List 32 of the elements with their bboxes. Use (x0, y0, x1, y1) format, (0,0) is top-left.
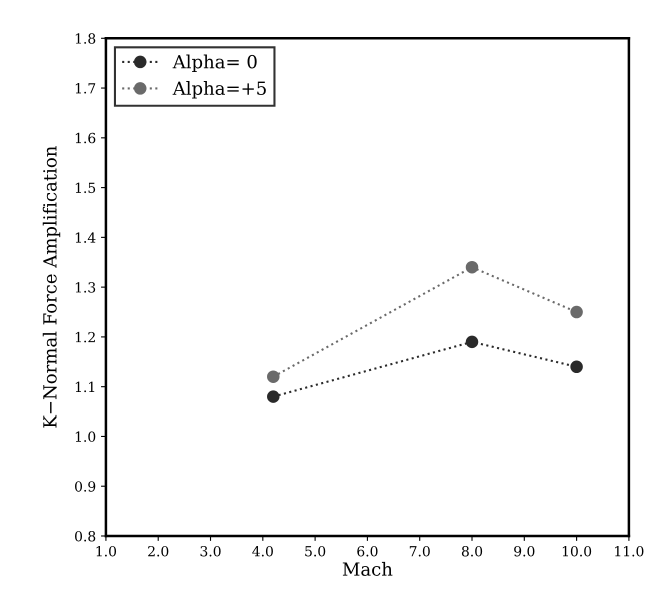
legend-label: Alpha=+5 (172, 81, 266, 99)
x-tick-label: 1.0 (96, 546, 116, 556)
y-tick-label: 1.6 (76, 132, 96, 144)
x-tick-label: 9.0 (514, 546, 534, 556)
y-tick-label: 0.8 (75, 530, 96, 542)
x-tick-label: 6.0 (357, 546, 378, 556)
x-axis-title: Mach (342, 562, 392, 576)
y-axis-title: K−Normal Force Amplification (42, 146, 60, 428)
y-tick-label: 1.4 (76, 232, 96, 243)
y-tick-label: 1.1 (76, 382, 94, 392)
point (267, 390, 280, 403)
point (466, 260, 478, 274)
legend-label: Alpha= 0 (172, 54, 257, 72)
x-tick-label: 5.0 (305, 546, 326, 556)
x-tick-label: 10.0 (562, 546, 592, 556)
point (267, 370, 280, 383)
x-tick-label: 4.0 (252, 546, 273, 556)
x-tick-label: 2.0 (148, 546, 168, 556)
x-tick-label: 11.0 (615, 546, 644, 556)
x-tick-label: 7.0 (410, 546, 430, 556)
y-tick-label: 1.5 (76, 182, 96, 194)
y-tick-label: 1.3 (76, 282, 96, 293)
point (570, 360, 583, 374)
x-tick-label: 8.0 (462, 546, 482, 556)
x-tick-label: 3.0 (200, 546, 221, 556)
y-tick-label: 1.8 (76, 33, 96, 44)
point (466, 336, 478, 348)
y-tick-label: 1.7 (76, 83, 96, 94)
point (570, 306, 583, 318)
y-tick-label: 0.9 (75, 481, 96, 492)
y-tick-label: 1.2 (76, 332, 95, 342)
y-tick-label: 1.0 (76, 431, 96, 442)
